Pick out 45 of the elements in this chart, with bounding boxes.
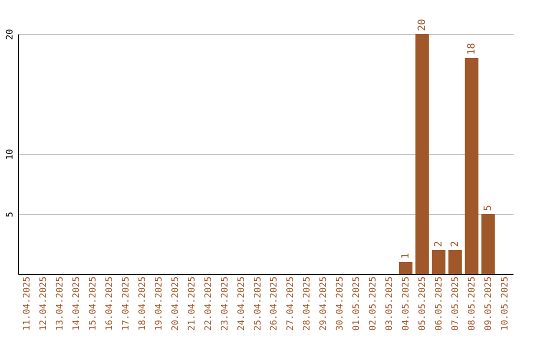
bar	[398, 262, 412, 274]
data-label: 1	[400, 252, 412, 259]
x-tick-label: 07.05.2025	[451, 276, 462, 331]
x-tick-label: 29.04.2025	[319, 276, 330, 331]
x-tick-label: 25.04.2025	[253, 276, 264, 331]
y-tick-label: 20	[6, 29, 16, 40]
x-tick-label: 24.04.2025	[236, 276, 247, 331]
bar	[432, 250, 446, 274]
x-tick-label: 08.05.2025	[468, 276, 478, 331]
data-label: 20	[417, 18, 428, 31]
x-tick-label: 12.04.2025	[38, 276, 49, 331]
x-tick-label: 22.04.2025	[204, 276, 214, 331]
data-label: 5	[483, 204, 494, 211]
x-tick-label: 02.05.2025	[368, 276, 379, 331]
x-tick-label: 23.04.2025	[220, 276, 230, 331]
bar	[415, 34, 429, 274]
bar	[481, 214, 495, 274]
x-tick-label: 09.05.2025	[484, 276, 494, 331]
bar	[464, 58, 478, 274]
x-tick-label: 13.04.2025	[55, 276, 66, 331]
x-tick-label: 16.04.2025	[104, 276, 115, 331]
x-tick-label: 10.05.2025	[500, 276, 511, 331]
x-tick-label: 26.04.2025	[270, 276, 280, 331]
data-label: 2	[434, 240, 445, 247]
x-tick-label: 27.04.2025	[286, 276, 296, 331]
x-tick-label: 30.04.2025	[336, 276, 346, 331]
x-tick-label: 03.05.2025	[385, 276, 396, 331]
x-tick-label: 04.05.2025	[402, 276, 412, 331]
x-tick-label: 05.05.2025	[418, 276, 428, 331]
x-tick-label: 18.04.2025	[138, 276, 148, 331]
bar	[448, 250, 462, 274]
x-tick-label: 20.04.2025	[170, 276, 181, 331]
x-tick-label: 06.05.2025	[434, 276, 445, 331]
data-label: 2	[450, 240, 462, 247]
x-tick-label: 15.04.2025	[88, 276, 98, 331]
x-tick-label: 28.04.2025	[302, 276, 313, 331]
x-tick-label: 21.04.2025	[187, 276, 198, 331]
x-tick-label: 19.04.2025	[154, 276, 164, 331]
y-tick-label: 5	[6, 212, 16, 218]
x-tick-label: 01.05.2025	[352, 276, 362, 331]
x-tick-label: 14.04.2025	[72, 276, 82, 331]
x-tick-label: 11.04.2025	[22, 276, 32, 331]
x-tick-label: 17.04.2025	[121, 276, 132, 331]
y-tick-label: 10	[6, 149, 16, 160]
data-label: 18	[466, 42, 478, 55]
